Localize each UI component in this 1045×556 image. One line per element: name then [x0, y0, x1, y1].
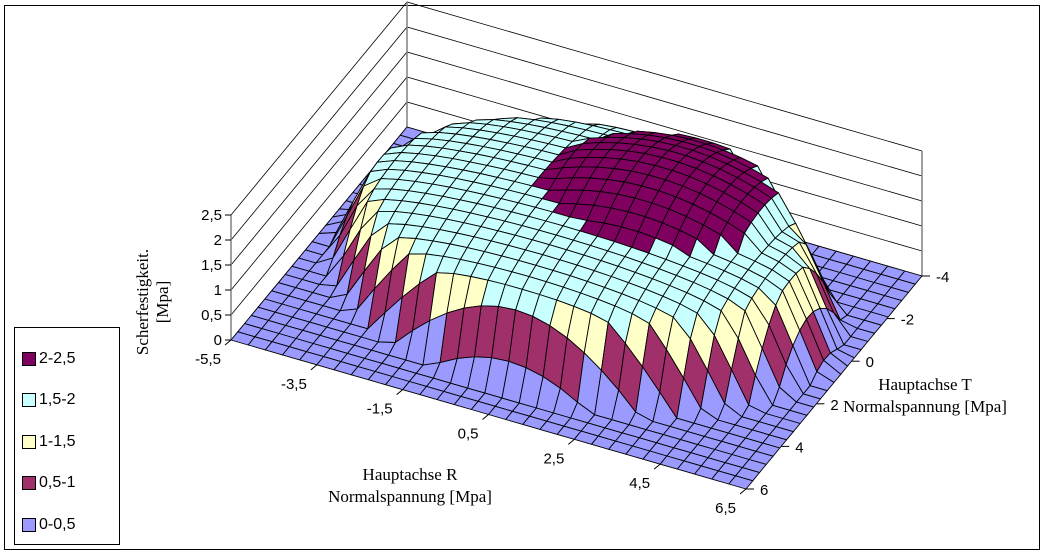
legend-item: 0-0,5 — [15, 504, 119, 546]
z-axis-ticks: 0 0,5 1 1,5 2 2,5 — [201, 207, 231, 349]
legend-swatch — [22, 351, 36, 366]
surface-plot — [230, 117, 923, 490]
legend-item: 0,5-1 — [15, 463, 119, 505]
x-tick-label: 2,5 — [543, 450, 564, 467]
x-tick-mark — [568, 438, 575, 445]
y-axis-label-line-1: Hauptachse T — [878, 375, 972, 394]
x-tick-label: 0,5 — [458, 426, 479, 443]
y-tick-label: 2 — [830, 397, 838, 414]
y-tick-label: 0 — [866, 354, 874, 371]
legend-label: 1-1,5 — [39, 432, 76, 450]
legend-label: 0-0,5 — [39, 515, 76, 533]
x-axis-ticks: -5,5 -3,5 -1,5 0,5 2,5 4,5 6,5 — [195, 339, 747, 517]
z-tick-label: 0,5 — [201, 307, 222, 324]
x-axis-label-line-2: Normalspannung [Mpa] — [328, 487, 492, 506]
x-tick-mark — [224, 339, 232, 346]
x-tick-mark — [739, 488, 747, 495]
y-axis-ticks: -4 -2 0 2 4 6 — [746, 269, 949, 499]
legend-swatch — [22, 434, 36, 449]
x-tick-label: -3,5 — [281, 376, 307, 393]
legend-swatch — [22, 517, 36, 532]
x-tick-mark — [653, 463, 661, 470]
legend-swatch — [22, 393, 36, 408]
z-tick-label: 2,5 — [201, 207, 222, 224]
z-axis-label-line-2: [Mpa] — [153, 281, 172, 323]
x-tick-label: 6,5 — [715, 500, 736, 517]
legend-label: 0,5-1 — [39, 474, 76, 492]
z-axis-label-line-1: Scherfestigkeit. — [133, 249, 152, 355]
legend-label: 1,5-2 — [39, 391, 76, 409]
legend-swatch — [22, 476, 36, 491]
x-tick-mark — [310, 364, 318, 371]
z-tick-label: 1,5 — [201, 257, 222, 274]
y-axis-label-line-2: Normalspannung [Mpa] — [843, 397, 1007, 416]
legend-item: 1,5-2 — [15, 380, 119, 422]
legend: 2-2,5 1,5-2 1-1,5 0,5-1 0-0,5 — [14, 327, 120, 545]
y-tick-label: -4 — [936, 269, 949, 286]
legend-label: 2-2,5 — [39, 349, 76, 367]
y-tick-label: 4 — [795, 439, 803, 456]
x-tick-label: -1,5 — [367, 401, 393, 418]
x-tick-mark — [482, 414, 489, 420]
x-axis-label-line-1: Hauptachse R — [363, 465, 459, 484]
z-tick-label: 0 — [214, 332, 222, 349]
legend-item: 2-2,5 — [15, 338, 119, 380]
legend-item: 1-1,5 — [15, 421, 119, 463]
y-tick-label: 6 — [760, 482, 768, 499]
x-tick-mark — [396, 389, 403, 396]
z-tick-label: 1 — [214, 282, 222, 299]
x-tick-label: -5,5 — [195, 351, 221, 368]
y-tick-label: -2 — [901, 312, 914, 329]
z-tick-label: 2 — [214, 232, 222, 249]
x-tick-label: 4,5 — [629, 475, 650, 492]
